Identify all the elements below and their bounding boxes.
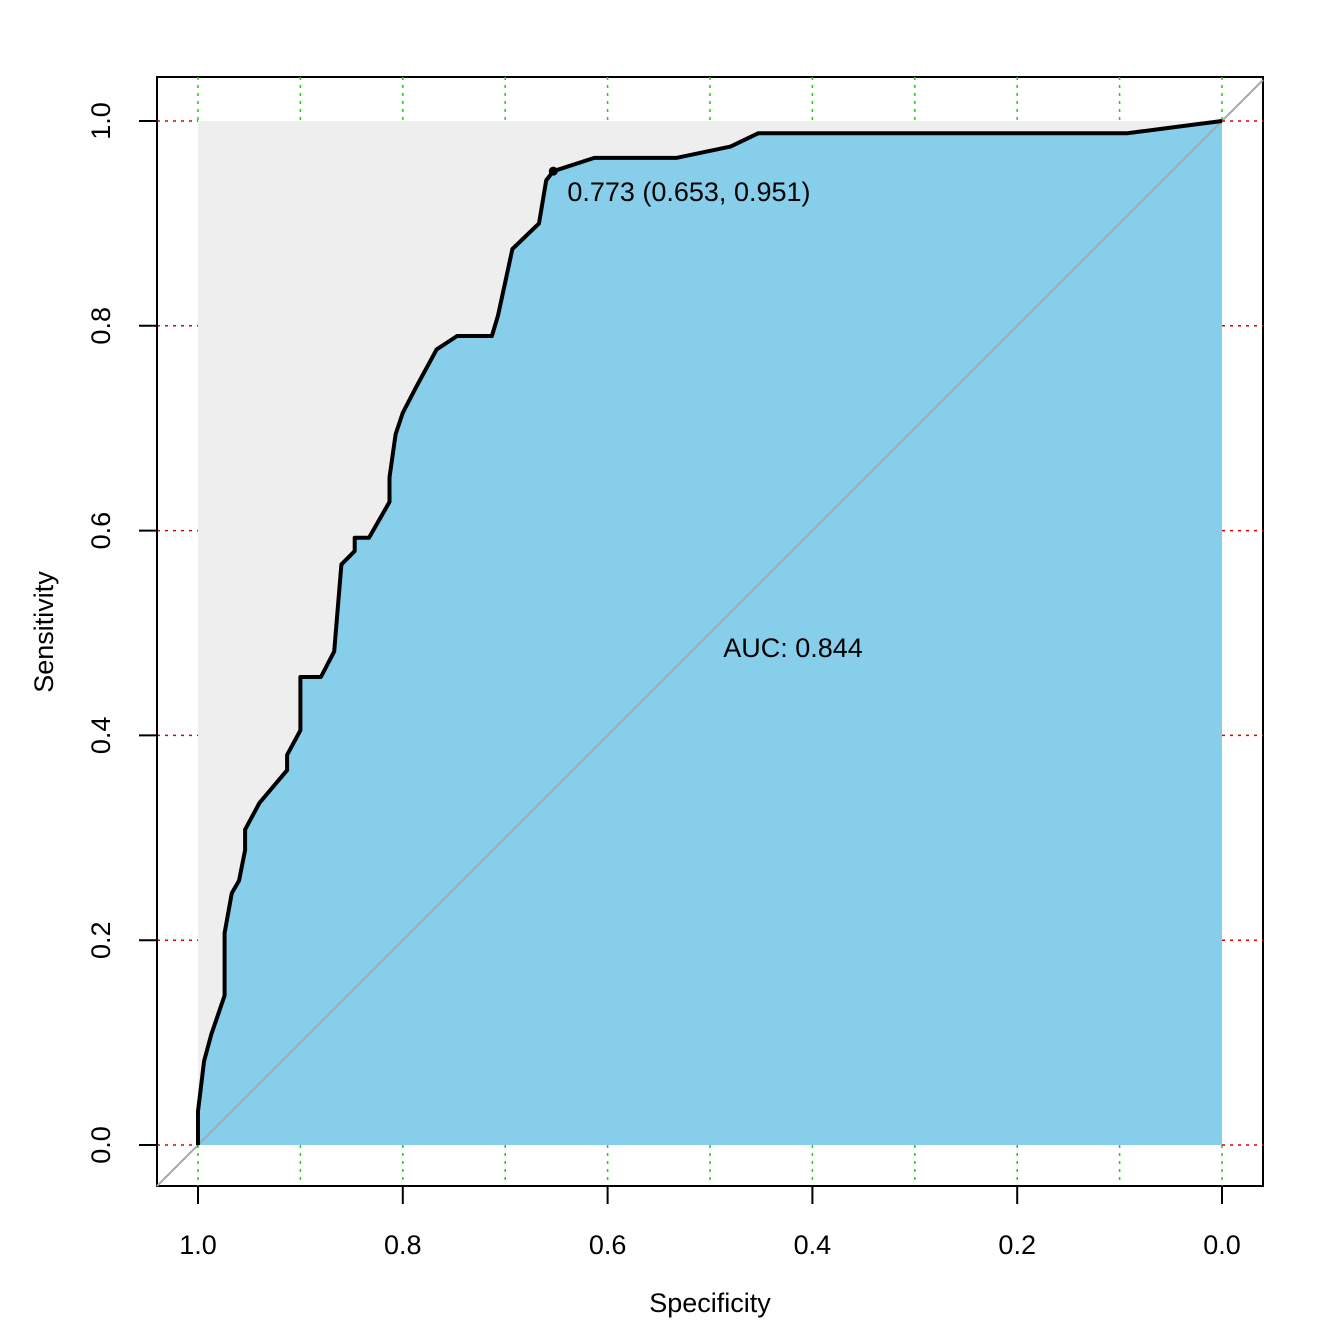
y-tick-label: 0.2 xyxy=(86,921,116,959)
y-axis-title: Sensitivity xyxy=(29,571,59,693)
y-tick-label: 0.6 xyxy=(86,512,116,550)
y-tick-label: 1.0 xyxy=(86,102,116,140)
y-tick-label: 0.8 xyxy=(86,307,116,345)
x-tick-label: 1.0 xyxy=(179,1230,217,1260)
threshold-point xyxy=(548,166,558,176)
x-tick-label: 0.8 xyxy=(384,1230,422,1260)
x-tick-label: 0.0 xyxy=(1203,1230,1241,1260)
x-tick-label: 0.2 xyxy=(998,1230,1036,1260)
x-tick-label: 0.6 xyxy=(589,1230,627,1260)
auc-label: AUC: 0.844 xyxy=(723,633,863,663)
roc-curve xyxy=(196,119,1223,1145)
grid-lines-y xyxy=(157,120,1263,1146)
x-tick-label: 0.4 xyxy=(794,1230,832,1260)
x-axis: 1.0 0.8 0.6 0.4 0.2 0.0 xyxy=(179,1185,1241,1260)
y-axis: 0.0 0.2 0.4 0.6 0.8 1.0 xyxy=(86,102,158,1164)
y-tick-label: 0.0 xyxy=(86,1126,116,1164)
chance-diagonal xyxy=(156,79,1264,1187)
grid-lines-x xyxy=(197,77,1223,1186)
x-axis-title: Specificity xyxy=(649,1288,771,1318)
y-tick-label: 0.4 xyxy=(86,717,116,755)
threshold-label: 0.773 (0.653, 0.951) xyxy=(567,177,810,207)
